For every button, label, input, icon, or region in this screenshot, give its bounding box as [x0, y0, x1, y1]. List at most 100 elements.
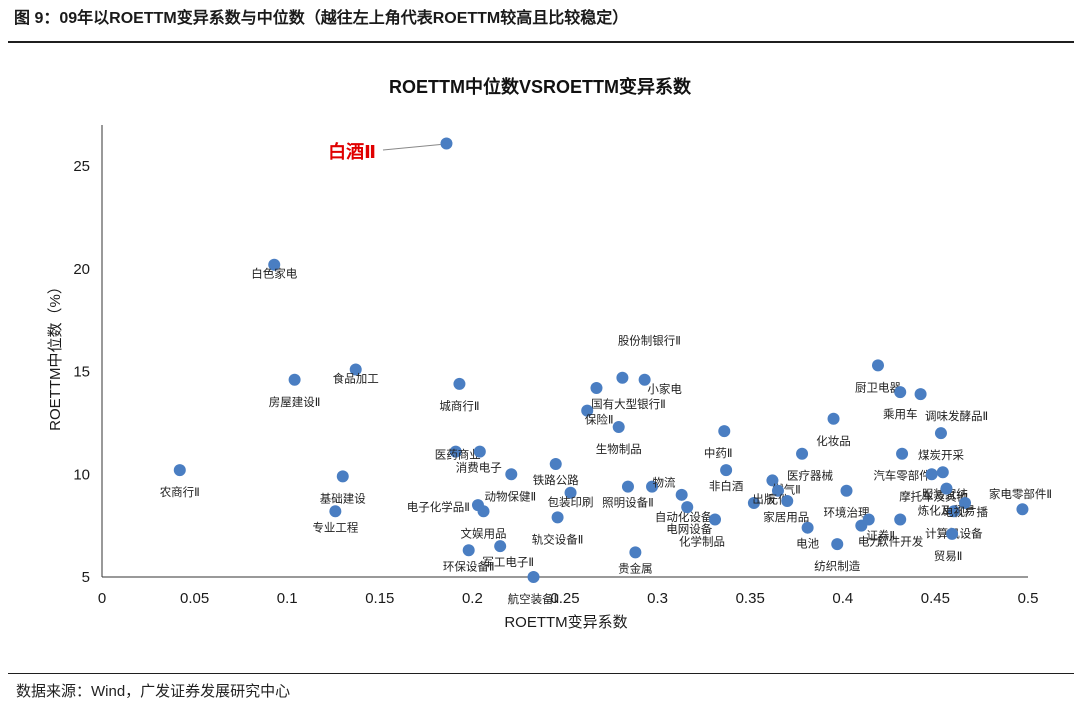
point-label: 文娱用品 — [461, 526, 507, 540]
data-point: 摩托车及其他 — [899, 468, 969, 503]
point-marker — [959, 497, 972, 510]
data-point: 基础建设 — [320, 470, 366, 505]
point-label: 生物制品 — [596, 442, 642, 456]
point-marker — [549, 458, 562, 470]
point-marker — [288, 373, 301, 386]
data-point: 文娱用品 — [461, 505, 507, 540]
point-marker — [771, 484, 784, 497]
data-point: 包装印刷 — [548, 486, 594, 509]
figure-title: 图 9：09年以ROETTM变异系数与中位数（越往左上角代表ROETTM较高且比… — [14, 10, 629, 27]
point-label: 军工电子Ⅱ — [482, 555, 534, 569]
data-point: 小家电 — [638, 373, 682, 396]
point-label: 包装印刷 — [548, 495, 594, 509]
point-marker — [581, 404, 594, 417]
top-rule — [8, 41, 1074, 43]
point-label: 城商行Ⅱ — [439, 399, 479, 413]
data-point: 环境治理 — [824, 484, 870, 520]
axes: 0 0.05 0.1 0.15 0.2 0.25 0.3 0.35 0.4 0.45 0.5 5 10 1… — [73, 125, 1038, 607]
point-marker — [827, 412, 840, 425]
point-marker — [268, 258, 281, 271]
data-point: 乘用车 — [883, 386, 917, 421]
point-marker — [946, 527, 959, 540]
data-point: 动物保健Ⅱ — [484, 468, 536, 503]
data-point: 化学制品 — [679, 513, 725, 548]
data-point: 房屋建设Ⅱ — [269, 373, 321, 409]
point-marker — [894, 386, 907, 399]
point-marker — [801, 521, 814, 534]
x-tick-label: 0.1 — [277, 590, 298, 607]
point-marker — [947, 505, 960, 518]
x-tick-label: 0.05 — [180, 590, 209, 607]
data-point: 铁路公路 — [533, 458, 579, 487]
data-point: 化妆品 — [816, 412, 851, 448]
data-point: 医疗器械 — [787, 447, 834, 483]
point-label: 摩托车及其他 — [899, 489, 968, 503]
point-marker — [629, 546, 642, 559]
point-marker — [940, 482, 953, 495]
x-tick-label: 0.45 — [921, 590, 950, 607]
point-marker — [349, 363, 362, 376]
point-marker — [896, 447, 909, 460]
point-label: 证券Ⅱ — [866, 528, 895, 542]
x-tick-label: 0.35 — [736, 590, 765, 607]
point-marker — [453, 377, 466, 390]
point-marker — [494, 540, 507, 553]
point-label: 中药Ⅱ — [704, 446, 733, 460]
source-note: 数据来源：Wind，广发证券发展研究中心 — [16, 683, 291, 700]
data-point: 白色家电 — [251, 258, 298, 281]
data-point: 照明设备Ⅱ — [602, 480, 654, 510]
data-point: 电池 — [796, 521, 820, 551]
point-marker — [336, 470, 349, 483]
data-point: 生物制品 — [596, 421, 642, 456]
point-marker — [796, 447, 809, 460]
point-marker — [675, 488, 688, 501]
x-tick-label: 0.5 — [1018, 590, 1039, 607]
point-marker — [709, 513, 722, 526]
point-marker — [934, 427, 947, 440]
point-marker — [925, 468, 938, 481]
data-point: 厨卫电器 — [855, 359, 901, 394]
point-label: 环境治理 — [824, 506, 870, 520]
point-label: 农商行Ⅱ — [160, 485, 200, 499]
point-label: 小家电 — [647, 382, 682, 396]
data-point: 军工电子Ⅱ — [482, 540, 534, 569]
point-label: 调味发酵品Ⅱ — [925, 409, 988, 423]
point-label: 电网设备 — [666, 522, 712, 536]
point-marker — [638, 373, 651, 386]
point-label: 电子化学品Ⅱ — [407, 500, 470, 514]
point-label: 贵金属 — [618, 561, 653, 575]
point-label: 电视广播 — [942, 505, 988, 519]
point-label: 软件开发 — [877, 534, 923, 548]
y-tick-label: 10 — [73, 466, 90, 483]
data-point: 保险Ⅱ — [581, 404, 614, 427]
point-marker — [173, 464, 186, 477]
point-label: 厨卫电器 — [855, 380, 901, 394]
point-label: 基础建设 — [320, 491, 366, 505]
point-label: 房屋建设Ⅱ — [269, 395, 321, 409]
point-label: 动物保健Ⅱ — [484, 489, 536, 503]
point-label: 医疗器械 — [787, 469, 833, 483]
point-label: 白酒Ⅱ — [328, 141, 376, 163]
data-point: 软件开发 — [877, 513, 924, 548]
point-label: 电力 — [858, 535, 881, 549]
data-point: 医药商业 — [435, 445, 481, 462]
y-tick-label: 20 — [73, 261, 90, 278]
point-marker — [616, 371, 629, 384]
point-marker — [462, 544, 475, 557]
y-tick-label: 25 — [73, 158, 90, 175]
data-point: 航空装备Ⅱ — [508, 571, 559, 606]
data-point: 城商行Ⅱ — [439, 377, 480, 413]
point-marker — [766, 474, 779, 487]
data-point: 电视广播 — [942, 497, 989, 519]
data-point: 农商行Ⅱ — [160, 464, 200, 499]
data-point: 非白酒 — [709, 464, 743, 493]
point-label: 国有大型银行Ⅱ — [591, 397, 666, 411]
point-marker — [590, 381, 603, 394]
x-tick-label: 0.25 — [550, 590, 579, 607]
point-label: 专业工程 — [312, 520, 358, 534]
data-point: 中药Ⅱ — [704, 425, 733, 460]
point-label: 环保设备Ⅱ — [443, 559, 495, 573]
point-marker — [477, 505, 490, 518]
data-point: 家居用品 — [763, 494, 809, 524]
